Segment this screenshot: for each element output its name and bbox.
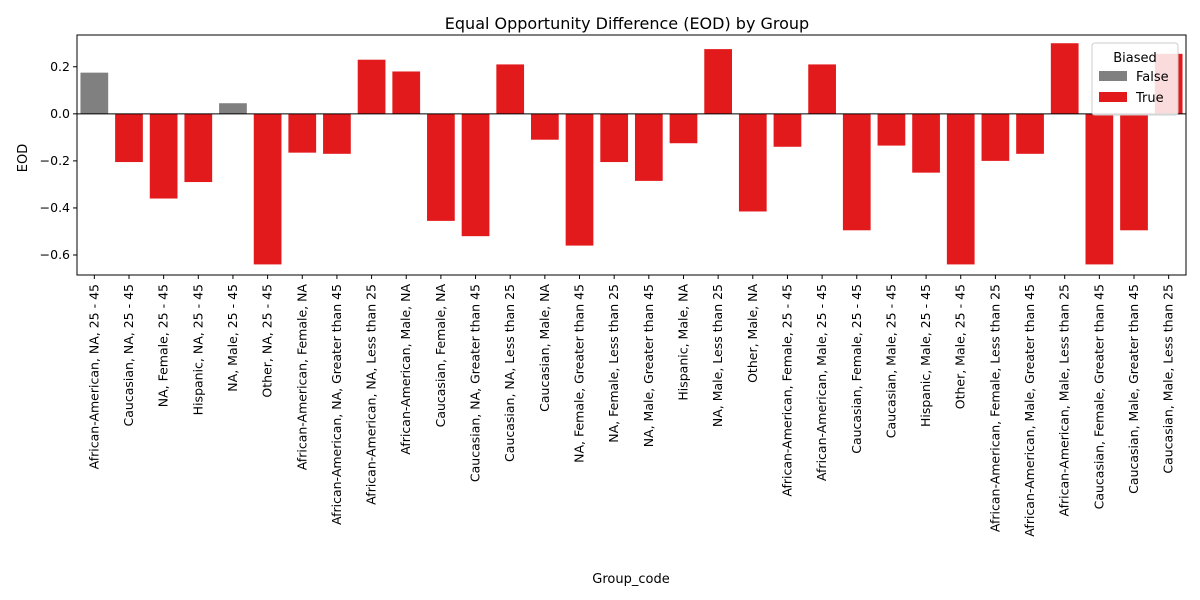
x-tick-label: Caucasian, NA, 25 - 45 (121, 284, 136, 426)
y-axis-ticks: 0.2 0.0 −0.2 −0.4 −0.6 (40, 59, 77, 262)
bar (738, 113, 767, 212)
y-tick-label: −0.4 (40, 200, 70, 215)
x-tick-label: Caucasian, Female, NA (433, 284, 448, 428)
bar (565, 113, 594, 246)
bar (912, 113, 940, 173)
bar (981, 113, 1010, 161)
y-axis-label: EOD (16, 144, 31, 172)
bar (288, 113, 317, 153)
x-tick-label: NA, Male, Less than 25 (710, 284, 725, 427)
bar (946, 113, 975, 265)
bar (669, 113, 698, 144)
bar (219, 103, 247, 114)
bar (253, 113, 282, 265)
x-tick-label: Caucasian, NA, Less than 25 (502, 284, 517, 462)
bar (115, 113, 143, 163)
bar (80, 72, 109, 114)
bar (808, 64, 836, 114)
bar (634, 113, 663, 181)
bar (427, 113, 455, 221)
legend: Biased False True (1091, 42, 1179, 116)
bar (496, 64, 525, 114)
bars (77, 43, 1186, 265)
x-tick-label: Caucasian, Male, Less than 25 (1161, 284, 1176, 474)
bar (530, 113, 559, 140)
x-tick-label: Caucasian, Female, Greater than 45 (1091, 284, 1106, 509)
legend-swatch-true (1099, 92, 1127, 102)
legend-label-true: True (1135, 91, 1164, 106)
bar (1120, 113, 1148, 231)
x-tick-label: NA, Female, 25 - 45 (156, 284, 171, 407)
x-tick-label: NA, Female, Greater than 45 (572, 284, 587, 463)
bar (392, 71, 421, 114)
bar (877, 113, 906, 146)
x-tick-label: African-American, Male, NA (398, 284, 413, 455)
x-tick-label: African-American, NA, Less than 25 (364, 284, 379, 505)
x-tick-label: NA, Female, Less than 25 (606, 284, 621, 443)
legend-title: Biased (1113, 51, 1157, 66)
x-tick-label: Hispanic, NA, 25 - 45 (190, 284, 205, 415)
x-tick-label: African-American, Female, Less than 25 (987, 284, 1002, 532)
chart-title: Equal Opportunity Difference (EOD) by Gr… (445, 14, 809, 33)
y-tick-label: 0.0 (50, 106, 70, 121)
legend-label-false: False (1136, 70, 1169, 85)
x-tick-label: African-American, Male, 25 - 45 (814, 284, 829, 481)
bar (184, 113, 213, 183)
x-tick-label: Caucasian, Male, 25 - 45 (883, 284, 898, 438)
x-tick-label: Caucasian, Female, 25 - 45 (849, 284, 864, 454)
plot-frame (76, 34, 1187, 276)
x-axis-label: Group_code (592, 572, 669, 587)
bar (461, 113, 490, 237)
y-tick-label: 0.2 (50, 59, 70, 74)
x-tick-label: African-American, Male, Greater than 45 (1022, 284, 1037, 537)
y-tick-label: −0.6 (40, 247, 70, 262)
bar (1050, 43, 1079, 114)
x-axis-ticks: African-American, NA, 25 - 45 Caucasian, … (86, 275, 1176, 537)
bar (1016, 113, 1044, 154)
y-tick-label: −0.2 (40, 153, 70, 168)
bar (704, 49, 733, 114)
x-tick-label: African-American, Male, Less than 25 (1057, 284, 1072, 517)
x-tick-label: Other, Male, NA (745, 284, 760, 383)
x-tick-label: Caucasian, NA, Greater than 45 (468, 284, 483, 482)
x-tick-label: African-American, Female, 25 - 45 (779, 284, 794, 497)
x-tick-label: African-American, NA, Greater than 45 (329, 284, 344, 525)
x-tick-label: Other, Male, 25 - 45 (953, 284, 968, 409)
x-tick-label: African-American, NA, 25 - 45 (86, 284, 101, 469)
x-tick-label: Other, NA, 25 - 45 (260, 284, 275, 398)
x-tick-label: NA, Male, Greater than 45 (641, 284, 656, 447)
bar (773, 113, 802, 147)
x-tick-label: Caucasian, Male, Greater than 45 (1126, 284, 1141, 494)
legend-swatch-false (1099, 71, 1127, 81)
x-tick-label: NA, Male, 25 - 45 (225, 284, 240, 392)
x-tick-label: Caucasian, Male, NA (537, 284, 552, 412)
bar (842, 113, 871, 231)
x-tick-label: Hispanic, Male, NA (675, 284, 690, 401)
bar (600, 113, 629, 163)
bar (323, 113, 351, 154)
x-tick-label: Hispanic, Male, 25 - 45 (918, 284, 933, 427)
x-tick-label: African-American, Female, NA (294, 284, 309, 471)
bar (1085, 113, 1114, 265)
bar (149, 113, 178, 199)
bar (357, 59, 386, 114)
